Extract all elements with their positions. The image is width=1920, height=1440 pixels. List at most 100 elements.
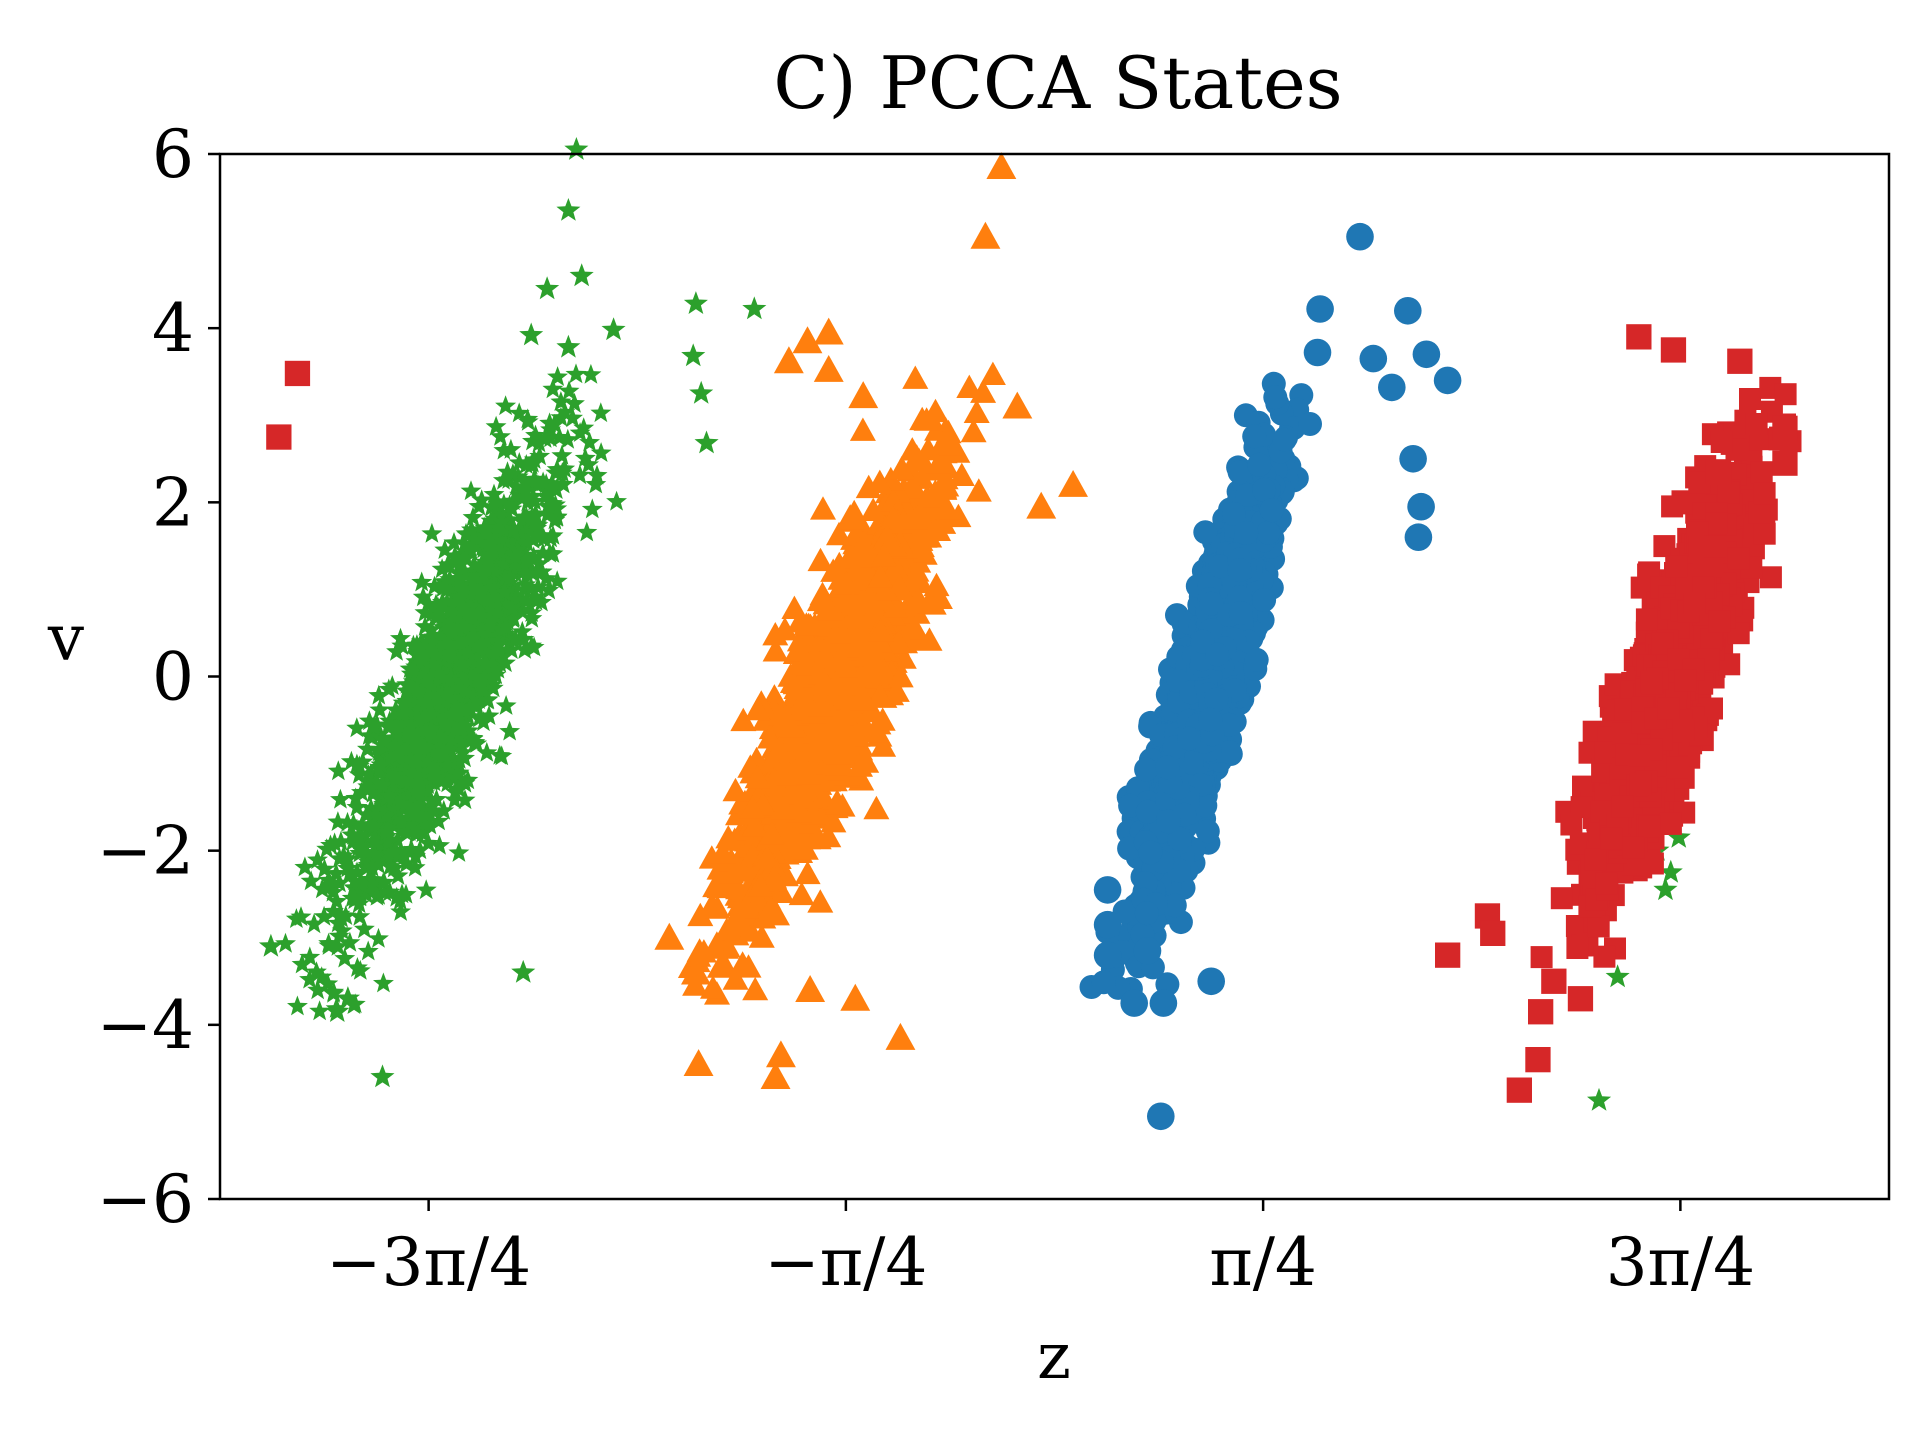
data-point <box>337 857 358 878</box>
data-point <box>501 498 523 518</box>
data-point <box>483 483 505 504</box>
data-point <box>525 586 546 606</box>
data-point <box>504 589 526 610</box>
chart-title: C) PCCA States <box>773 41 1342 125</box>
data-point <box>759 821 785 845</box>
data-point <box>421 703 443 724</box>
data-point <box>538 579 560 600</box>
data-point <box>828 710 855 734</box>
data-point <box>316 838 338 859</box>
data-point <box>464 666 486 687</box>
data-point <box>690 939 717 963</box>
outlier-point <box>681 957 711 985</box>
data-point <box>409 839 431 860</box>
data-point <box>446 591 467 611</box>
data-point <box>373 972 394 993</box>
data-point <box>485 415 507 436</box>
data-point <box>788 881 815 906</box>
data-point <box>503 519 525 539</box>
outlier-point <box>1093 910 1122 939</box>
data-point <box>542 378 564 399</box>
data-point <box>374 730 395 751</box>
data-point <box>866 469 893 493</box>
data-point <box>491 745 513 766</box>
data-point <box>557 428 579 449</box>
data-point <box>586 464 608 485</box>
data-point <box>741 813 768 837</box>
data-point <box>394 753 415 774</box>
data-point <box>356 804 378 824</box>
data-point <box>345 787 367 808</box>
data-point <box>606 490 627 511</box>
data-point <box>462 728 484 749</box>
data-point <box>317 973 339 993</box>
data-point <box>326 890 348 911</box>
data-point <box>805 734 832 758</box>
data-point <box>327 912 349 933</box>
data-point <box>700 975 726 999</box>
outlier-point <box>1147 1102 1175 1131</box>
data-point <box>379 855 401 876</box>
data-point <box>373 871 395 892</box>
data-point <box>1247 452 1272 477</box>
data-point <box>409 735 431 756</box>
data-point <box>744 764 771 789</box>
data-point <box>495 395 517 416</box>
data-point <box>847 753 873 777</box>
data-point <box>320 834 341 855</box>
data-point <box>916 627 943 651</box>
data-point <box>849 531 876 555</box>
data-point <box>1177 726 1202 751</box>
data-point <box>1252 588 1277 612</box>
data-point <box>426 681 448 702</box>
data-point <box>510 527 532 548</box>
data-point <box>520 454 542 475</box>
data-point <box>451 653 473 674</box>
data-point <box>493 439 515 460</box>
data-point <box>581 498 603 519</box>
data-point <box>437 726 459 747</box>
data-point <box>331 920 353 940</box>
outlier-point <box>1605 964 1630 988</box>
data-point <box>807 693 834 717</box>
data-point <box>441 623 463 644</box>
data-point <box>405 814 427 835</box>
data-point <box>867 564 894 588</box>
data-point <box>488 634 510 654</box>
data-point <box>339 862 360 883</box>
data-point <box>476 619 498 640</box>
outlier-point <box>564 137 589 160</box>
data-point <box>1193 520 1218 545</box>
outlier-point <box>569 263 594 287</box>
data-point <box>903 562 930 586</box>
data-point <box>362 868 384 889</box>
data-point <box>416 779 437 800</box>
data-point <box>363 815 385 836</box>
data-point <box>323 982 344 1003</box>
data-point <box>843 557 869 581</box>
data-point <box>400 838 422 859</box>
data-point <box>365 845 386 866</box>
data-point <box>762 622 789 646</box>
data-point <box>502 463 524 483</box>
data-point <box>396 690 418 711</box>
data-point <box>486 497 508 518</box>
outlier-point <box>1653 877 1678 901</box>
data-point <box>413 664 435 685</box>
data-point <box>412 586 434 607</box>
data-point <box>299 946 321 967</box>
data-point <box>468 707 490 728</box>
data-point <box>847 663 874 688</box>
data-point <box>294 856 316 877</box>
data-point <box>914 457 941 481</box>
data-point <box>457 769 479 790</box>
data-point <box>313 905 335 926</box>
data-point <box>776 762 803 786</box>
data-point <box>532 471 554 492</box>
data-point <box>522 485 544 506</box>
data-point <box>318 935 340 955</box>
data-point <box>544 509 566 530</box>
data-point <box>453 616 474 637</box>
data-point <box>275 932 296 953</box>
data-point <box>795 651 822 676</box>
